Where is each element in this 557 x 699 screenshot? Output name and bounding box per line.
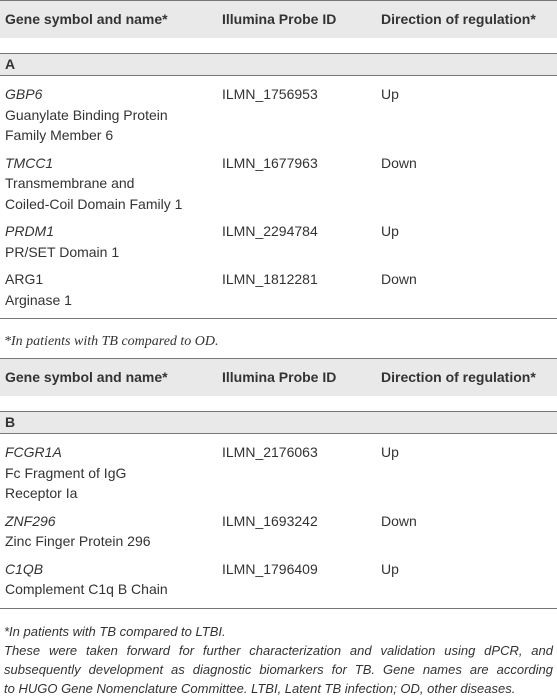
section-band <box>0 53 557 75</box>
gene-name: Guanylate Binding Protein <box>5 106 168 123</box>
column-header: Gene symbol and name* <box>5 369 168 385</box>
footnote: *In patients with TB compared to OD. <box>4 334 219 349</box>
probe-id: ILMN_1796409 <box>222 560 318 577</box>
gene-name: Complement C1q B Chain <box>5 581 168 597</box>
column-header: Direction of regulation* <box>381 11 536 27</box>
rule <box>0 318 557 319</box>
column-header: Direction of regulation* <box>381 369 536 385</box>
gene-symbol: ARG1 <box>5 271 44 287</box>
section-label: A <box>5 56 16 72</box>
direction: Down <box>381 512 417 529</box>
direction: Down <box>381 271 417 287</box>
header-band <box>0 0 557 38</box>
footnote: subsequently development as diagnostic b… <box>4 661 553 677</box>
gene-name: Arginase 1 <box>5 291 72 308</box>
gene-symbol: ZNF296 <box>5 512 56 529</box>
rule <box>0 411 557 412</box>
gene-symbol: C1QB <box>5 560 44 577</box>
gene-symbol: PRDM1 <box>5 223 55 239</box>
rule <box>0 433 557 434</box>
gene-name: Receptor Ia <box>5 485 78 501</box>
gene-symbol: FCGR1A <box>5 444 62 460</box>
direction: Up <box>381 444 399 460</box>
gene-name: Family Member 6 <box>5 127 114 143</box>
direction: Down <box>381 154 417 171</box>
gene-name: Coiled-Coil Domain Family 1 <box>5 195 183 212</box>
rule <box>0 75 557 76</box>
direction: Up <box>381 223 399 239</box>
gene-name: PR/SET Domain 1 <box>5 243 120 260</box>
gene-symbol: TMCC1 <box>5 154 54 171</box>
rule <box>0 358 557 359</box>
header-band <box>0 358 557 396</box>
probe-id: ILMN_2294784 <box>222 223 318 239</box>
gene-name: Transmembrane and <box>5 175 135 191</box>
probe-id: ILMN_1693242 <box>222 512 318 529</box>
footnote: These were taken forward for further cha… <box>4 642 553 658</box>
gene-name: Fc Fragment of IgG <box>5 464 127 481</box>
rule <box>0 607 557 609</box>
column-header: Illumina Probe ID <box>222 11 337 27</box>
section-band <box>0 411 557 433</box>
probe-id: ILMN_2176063 <box>222 444 318 460</box>
direction: Up <box>381 86 399 102</box>
rule <box>0 53 557 54</box>
footnote: to HUGO Gene Nomenclature Committee. LTB… <box>4 680 516 696</box>
gene-symbol: GBP6 <box>5 86 43 102</box>
column-header: Gene symbol and name* <box>5 11 168 27</box>
gene-name: Zinc Finger Protein 296 <box>5 533 151 549</box>
section-label: B <box>5 414 16 430</box>
rule <box>0 0 557 1</box>
probe-id: ILMN_1677963 <box>222 154 318 171</box>
direction: Up <box>381 560 399 577</box>
probe-id: ILMN_1812281 <box>222 271 318 287</box>
column-header: Illumina Probe ID <box>222 369 337 385</box>
probe-id: ILMN_1756953 <box>222 86 318 102</box>
footnote: *In patients with TB compared to LTBI. <box>4 623 226 639</box>
